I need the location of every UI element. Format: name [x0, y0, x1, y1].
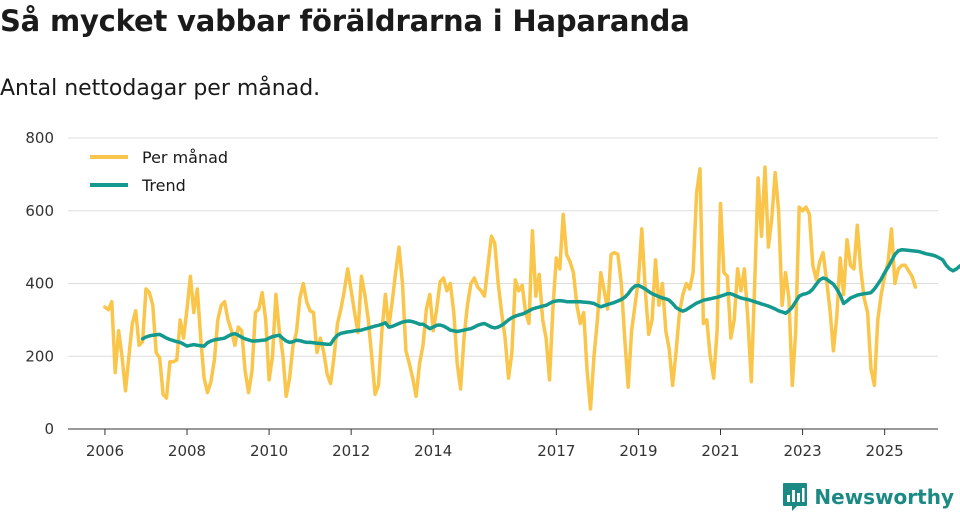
y-axis: 0 200 400 600 800 [25, 129, 54, 438]
x-tick-label: 2019 [619, 442, 657, 460]
x-tick-label: 2006 [86, 442, 124, 460]
x-tick-label: 2012 [332, 442, 370, 460]
chart-title: Så mycket vabbar föräldrarna i Haparanda [0, 4, 690, 38]
y-tick-label: 400 [25, 275, 54, 293]
x-tick-label: 2023 [783, 442, 821, 460]
x-tick-label: 2014 [414, 442, 452, 460]
series-line-trend [140, 247, 960, 348]
y-tick-label: 600 [25, 202, 54, 220]
x-tick-label: 2017 [537, 442, 575, 460]
y-tick-label: 800 [25, 129, 54, 147]
y-tick-label: 0 [44, 420, 54, 438]
x-tick-label: 2025 [866, 442, 904, 460]
y-tick-label: 200 [25, 347, 54, 365]
brand-name: Newsworthy [814, 485, 954, 509]
chart-subtitle: Antal nettodagar per månad. [0, 76, 321, 101]
legend-label: Trend [141, 176, 186, 195]
legend: Per månad Trend [90, 148, 228, 195]
x-tick-label: 2021 [701, 442, 739, 460]
series-line-per-manad [103, 165, 918, 411]
brand-logo: Newsworthy [782, 482, 954, 512]
x-axis: 2006 2008 2010 2012 2014 2017 2019 2021 2023 2025 [68, 428, 938, 460]
bar-chart-speech-bubble-icon [783, 483, 808, 511]
x-tick-label: 2008 [168, 442, 206, 460]
x-tick-label: 2010 [250, 442, 288, 460]
series-lines [103, 165, 960, 411]
legend-label: Per månad [142, 148, 228, 167]
